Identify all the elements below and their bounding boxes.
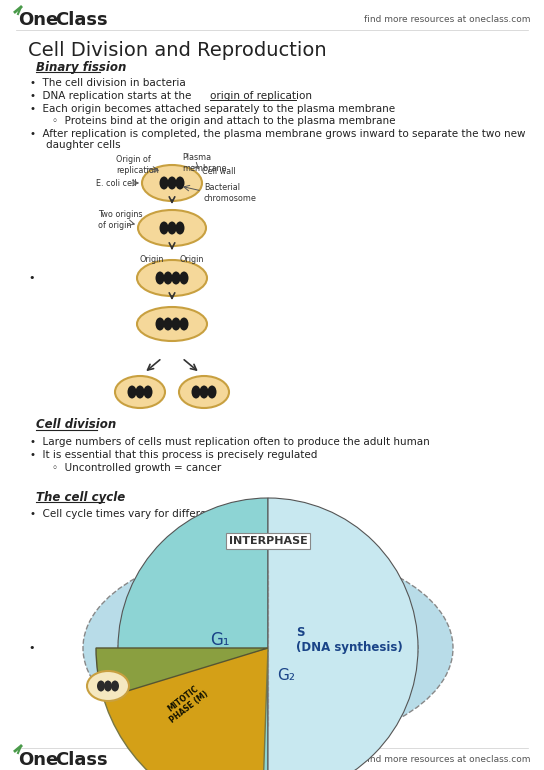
Ellipse shape [137, 307, 207, 341]
Wedge shape [118, 498, 268, 770]
Text: One: One [18, 11, 58, 29]
Text: •  The cell division in bacteria: • The cell division in bacteria [30, 78, 186, 88]
Ellipse shape [176, 176, 184, 189]
Ellipse shape [179, 376, 229, 408]
Ellipse shape [111, 681, 119, 691]
Ellipse shape [191, 386, 201, 399]
Ellipse shape [127, 386, 137, 399]
Text: Cell wall: Cell wall [202, 166, 236, 176]
Text: ◦  Uncontrolled growth = cancer: ◦ Uncontrolled growth = cancer [52, 463, 221, 473]
Text: Origin: Origin [140, 256, 164, 265]
Ellipse shape [156, 272, 164, 284]
Text: The cell cycle: The cell cycle [36, 490, 125, 504]
Ellipse shape [104, 681, 112, 691]
Text: •: • [28, 643, 34, 653]
Ellipse shape [180, 272, 189, 284]
Ellipse shape [164, 272, 172, 284]
Ellipse shape [180, 317, 189, 330]
Text: Binary fission: Binary fission [36, 61, 126, 73]
Ellipse shape [118, 570, 418, 726]
Text: Cell division: Cell division [36, 419, 116, 431]
Text: •  Large numbers of cells must replication often to produce the adult human: • Large numbers of cells must replicatio… [30, 437, 430, 447]
Ellipse shape [176, 222, 184, 235]
Text: origin of replication: origin of replication [210, 91, 312, 101]
Text: One: One [18, 751, 58, 769]
Ellipse shape [138, 210, 206, 246]
Ellipse shape [115, 376, 165, 408]
Ellipse shape [83, 548, 453, 748]
Text: find more resources at oneclass.com: find more resources at oneclass.com [363, 15, 530, 25]
Ellipse shape [87, 671, 129, 701]
Ellipse shape [164, 317, 172, 330]
Ellipse shape [156, 317, 164, 330]
Text: S
(DNA synthesis): S (DNA synthesis) [296, 626, 403, 654]
Text: Origin of
replication: Origin of replication [116, 156, 159, 175]
Ellipse shape [168, 222, 176, 235]
Ellipse shape [97, 681, 105, 691]
Ellipse shape [200, 386, 208, 399]
Ellipse shape [159, 222, 169, 235]
Wedge shape [268, 498, 418, 770]
Ellipse shape [171, 272, 181, 284]
Text: Class: Class [55, 751, 108, 769]
Text: G₁: G₁ [210, 631, 230, 649]
Text: Two origins
of origin: Two origins of origin [98, 210, 143, 229]
Ellipse shape [159, 176, 169, 189]
Text: •  DNA replication starts at the: • DNA replication starts at the [30, 91, 195, 101]
Text: INTERPHASE: INTERPHASE [228, 536, 307, 546]
Text: E. coli cell: E. coli cell [96, 179, 137, 188]
Text: G₂: G₂ [277, 668, 295, 684]
Ellipse shape [135, 386, 145, 399]
Ellipse shape [207, 386, 217, 399]
Text: •: • [28, 273, 34, 283]
Text: Plasma
membrane: Plasma membrane [182, 153, 226, 172]
Text: Cell Division and Reproduction: Cell Division and Reproduction [28, 41, 326, 59]
Ellipse shape [171, 317, 181, 330]
Text: MITOTIC
PHASE (M): MITOTIC PHASE (M) [162, 681, 211, 725]
Ellipse shape [137, 260, 207, 296]
Text: •  After replication is completed, the plasma membrane grows inward to separate : • After replication is completed, the pl… [30, 129, 526, 139]
Wedge shape [102, 648, 268, 770]
Ellipse shape [142, 165, 202, 201]
Text: Class: Class [55, 11, 108, 29]
Ellipse shape [168, 176, 176, 189]
Ellipse shape [144, 386, 152, 399]
Text: •  Cell cycle times vary for different cell types: • Cell cycle times vary for different ce… [30, 509, 270, 519]
Text: •  Each origin becomes attached separately to the plasma membrane: • Each origin becomes attached separatel… [30, 104, 395, 114]
Text: daughter cells: daughter cells [46, 140, 121, 150]
Text: Bacterial
chromosome: Bacterial chromosome [204, 183, 257, 203]
Text: Origin: Origin [180, 256, 204, 265]
Text: •  It is essential that this process is precisely regulated: • It is essential that this process is p… [30, 450, 317, 460]
Text: find more resources at oneclass.com: find more resources at oneclass.com [363, 755, 530, 765]
Text: ◦  Proteins bind at the origin and attach to the plasma membrane: ◦ Proteins bind at the origin and attach… [52, 116, 395, 126]
Wedge shape [96, 648, 268, 698]
